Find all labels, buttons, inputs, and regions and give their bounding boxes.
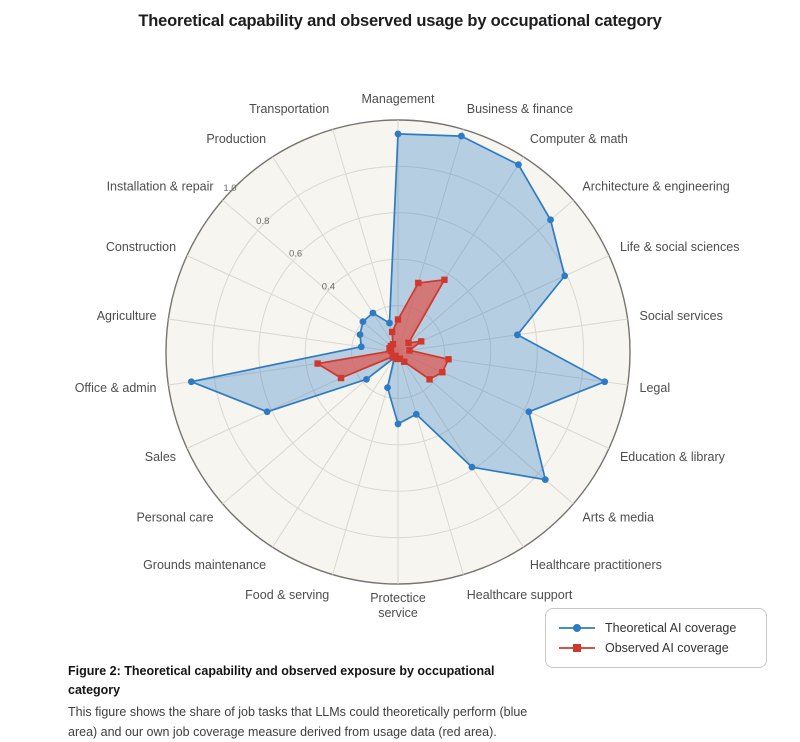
figure-caption: Figure 2: Theoretical capability and obs… <box>68 662 530 742</box>
data-point-observed <box>406 347 413 354</box>
category-label: Business & finance <box>467 102 573 116</box>
axis-spoke <box>272 351 399 548</box>
axis-spoke <box>272 156 399 353</box>
category-label: Education & library <box>620 450 726 464</box>
data-point-observed <box>426 376 433 383</box>
category-label: Social services <box>640 309 723 323</box>
data-point-theoretical <box>363 375 370 383</box>
radial-tick-label: 1.0 <box>223 183 236 194</box>
data-point-theoretical <box>359 318 367 326</box>
category-label: Agriculture <box>97 309 157 323</box>
data-point-theoretical <box>514 331 521 339</box>
chart-legend: Theoretical AI coverage Observed AI cove… <box>545 608 767 668</box>
legend-marker-theoretical-icon <box>559 624 595 632</box>
category-label: Transportation <box>249 102 329 116</box>
axis-spoke <box>397 199 574 353</box>
data-point-theoretical <box>263 408 271 416</box>
radial-tick-label: 0.4 <box>322 281 335 292</box>
legend-marker-observed-icon <box>559 644 595 652</box>
data-point-theoretical <box>541 476 549 484</box>
category-label: Production <box>206 132 266 146</box>
category-label-line: Protectice <box>370 591 426 605</box>
radial-tick-label: 0.6 <box>289 249 302 260</box>
legend-label-observed: Observed AI coverage <box>605 641 729 655</box>
data-point-observed <box>405 339 412 347</box>
data-point-theoretical <box>357 343 365 351</box>
data-point-theoretical <box>525 408 533 416</box>
category-label: Construction <box>106 240 176 254</box>
data-point-observed <box>389 353 396 360</box>
category-label: Office & admin <box>75 381 157 395</box>
axis-spoke <box>397 255 610 353</box>
legend-label-theoretical: Theoretical AI coverage <box>605 621 737 635</box>
category-label: Installation & repair <box>107 179 214 193</box>
data-point-theoretical <box>561 272 569 280</box>
data-point-theoretical <box>394 130 402 138</box>
data-point-theoretical <box>384 384 391 392</box>
data-point-theoretical <box>369 309 377 317</box>
data-point-observed <box>314 360 321 367</box>
category-label: Healthcare practitioners <box>530 558 662 572</box>
axis-spoke <box>397 351 464 575</box>
axis-spoke <box>397 318 628 353</box>
category-label: Personal care <box>136 511 213 525</box>
data-point-theoretical <box>547 216 554 224</box>
data-point-observed <box>389 340 397 348</box>
data-point-observed <box>445 356 452 363</box>
data-point-observed <box>441 276 448 283</box>
chart-title: Theoretical capability and observed usag… <box>138 12 662 30</box>
data-point-theoretical <box>187 378 195 386</box>
data-point-observed <box>415 279 422 287</box>
category-label-line: service <box>378 606 418 620</box>
category-label: Healthcare support <box>467 588 573 602</box>
category-label: Computer & math <box>530 132 628 146</box>
data-point-theoretical <box>515 161 522 169</box>
data-point-theoretical <box>458 132 465 140</box>
figure-caption-body: This figure shows the share of job tasks… <box>68 704 528 739</box>
data-point-theoretical <box>394 420 402 428</box>
axis-spoke <box>222 199 399 353</box>
data-point-observed <box>388 328 396 336</box>
category-label: Sales <box>145 450 176 464</box>
figure-caption-title: Figure 2: Theoretical capability and obs… <box>68 664 495 698</box>
category-label: Architecture & engineering <box>582 179 729 193</box>
category-label: Arts & media <box>582 511 654 525</box>
radar-chart: 0.4 0.6 0.8 1.0 Management Business & finance… <box>75 92 740 620</box>
category-label: Life & social sciences <box>620 240 740 254</box>
axis-spoke <box>397 351 524 548</box>
data-point-theoretical <box>412 410 420 418</box>
category-label: Grounds maintenance <box>143 558 266 572</box>
data-point-observed <box>439 369 446 376</box>
data-point-theoretical <box>468 463 476 471</box>
category-label: Food & serving <box>245 588 329 602</box>
radial-tick-label: 0.8 <box>256 216 269 227</box>
legend-item-observed: Observed AI coverage <box>558 638 754 658</box>
data-point-observed <box>337 374 345 382</box>
data-point-observed <box>394 316 402 323</box>
data-point-theoretical <box>601 378 609 386</box>
data-point-theoretical <box>386 319 393 327</box>
axis-spoke <box>332 129 399 353</box>
category-label: Management <box>362 92 435 106</box>
legend-item-theoretical: Theoretical AI coverage <box>558 618 754 638</box>
data-point-observed <box>401 358 408 365</box>
category-label: Legal <box>640 381 671 395</box>
data-point-theoretical <box>356 331 364 339</box>
data-point-observed <box>418 338 425 345</box>
category-label: Protectice service <box>370 591 426 620</box>
